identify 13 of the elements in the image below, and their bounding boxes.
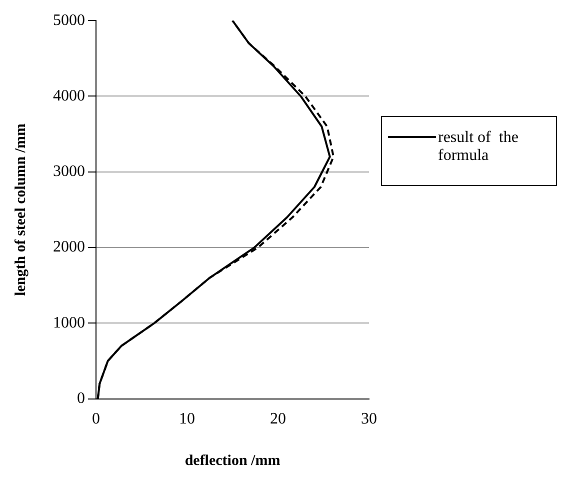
legend-label: result of the formula (438, 129, 520, 165)
x-tick-label: 20 (270, 410, 286, 428)
x-tick-label: 0 (92, 410, 100, 428)
y-tick-label: 1000 (53, 314, 85, 332)
y-axis-title: length of steel column /mm (12, 122, 29, 296)
x-tick-label: 10 (179, 410, 195, 428)
y-tick-label: 5000 (53, 12, 85, 29)
x-axis-title: deflection /mm (184, 452, 281, 469)
y-tick-label: 3000 (53, 163, 85, 180)
y-tick-label: 2000 (53, 238, 85, 256)
y-tick-label: 0 (77, 390, 85, 408)
y-tick-label: 4000 (53, 87, 85, 104)
x-tick-label: 30 (361, 410, 377, 428)
